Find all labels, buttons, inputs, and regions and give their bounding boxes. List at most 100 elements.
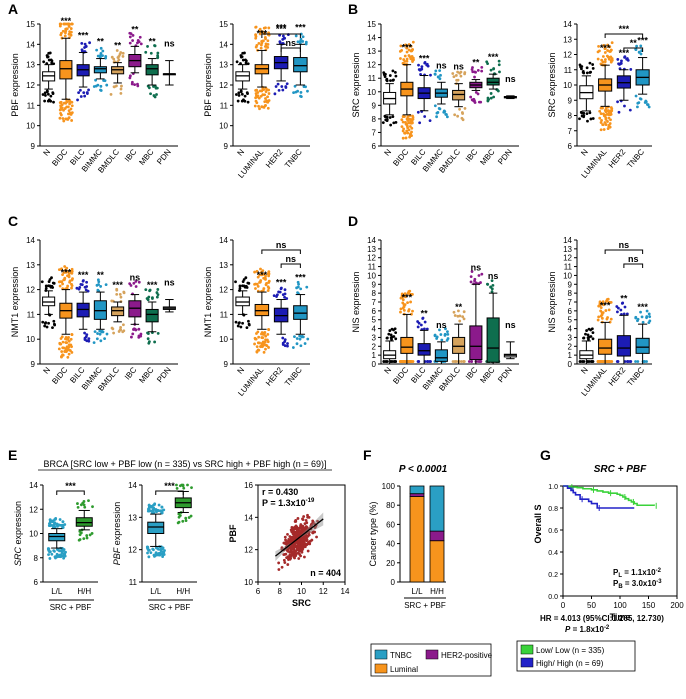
outlier-point	[259, 94, 263, 98]
outlier-point	[267, 31, 270, 35]
outlier-point	[591, 66, 595, 70]
outlier-point	[640, 315, 644, 319]
outlier-point	[489, 285, 493, 289]
km-plot-g: SRC + PBF 0 50 100 150 200 0.0 0.2 0.4 0.6 0.8 1.0 T…	[533, 464, 684, 622]
outlier-point	[602, 44, 606, 47]
p-logrank-exp: -2	[656, 568, 662, 574]
outlier-point	[628, 360, 632, 363]
outlier-point	[391, 69, 395, 73]
panel-label-G: G	[540, 447, 551, 463]
outlier-point	[267, 26, 271, 30]
outlier-point	[479, 100, 483, 104]
outlier-point	[60, 350, 64, 353]
x-tick-label: HER2	[264, 365, 285, 388]
outlier-point	[47, 280, 51, 283]
outlier-point	[257, 96, 261, 100]
outlier-point	[596, 57, 600, 61]
outlier-point	[400, 125, 404, 129]
outlier-point	[403, 60, 407, 63]
outlier-point	[648, 319, 652, 323]
significance-label: ***	[637, 36, 648, 46]
outlier-point	[260, 332, 263, 336]
scatter-point	[290, 536, 293, 540]
outlier-point	[599, 128, 603, 132]
outlier-point	[404, 136, 408, 140]
y-tick-label: 12	[219, 286, 228, 295]
outlier-point	[278, 41, 282, 45]
y-tick-label: 0.2	[548, 572, 558, 579]
outlier-point	[155, 295, 159, 299]
outlier-point	[51, 526, 55, 529]
outlier-point	[619, 61, 623, 65]
outlier-point	[266, 289, 270, 292]
outlier-point	[399, 307, 403, 311]
outlier-point	[599, 112, 603, 116]
outlier-point	[70, 345, 73, 349]
outlier-point	[588, 61, 592, 65]
outlier-point	[591, 117, 595, 120]
outlier-point	[255, 282, 259, 286]
scatter-point	[312, 530, 315, 534]
outlier-point	[77, 91, 81, 94]
outlier-point	[153, 502, 157, 506]
outlier-point	[151, 509, 155, 512]
outlier-point	[267, 328, 270, 331]
outlier-point	[146, 509, 150, 513]
outlier-point	[149, 51, 153, 55]
outlier-point	[411, 40, 415, 44]
outlier-point	[134, 280, 138, 283]
outlier-point	[460, 116, 464, 120]
y-tick-label: 15	[367, 20, 376, 29]
outlier-point	[78, 530, 82, 533]
outlier-point	[470, 270, 474, 273]
x-tick-label: N	[236, 147, 247, 157]
y-tick-label: 11	[564, 263, 573, 272]
bracket-label: **	[630, 38, 638, 48]
outlier-point	[423, 327, 426, 331]
outlier-point	[389, 360, 393, 363]
outlier-point	[619, 308, 623, 312]
outlier-point	[389, 333, 393, 337]
outlier-point	[634, 360, 637, 363]
outlier-point	[261, 272, 265, 276]
legend-label-low: Low/ Low (n = 335)	[536, 646, 605, 655]
y-tick-label: 11	[220, 310, 229, 319]
outlier-point	[294, 90, 298, 94]
outlier-point	[104, 283, 108, 287]
outlier-point	[147, 295, 151, 299]
outlier-point	[596, 318, 600, 322]
outlier-point	[76, 98, 79, 102]
outlier-point	[257, 348, 261, 352]
outlier-point	[261, 289, 265, 293]
outlier-point	[471, 70, 475, 74]
x-tick-label: HER2	[264, 147, 285, 170]
outlier-point	[267, 270, 271, 274]
outlier-point	[247, 323, 251, 327]
outlier-point	[283, 344, 287, 348]
y-tick-label: 12	[29, 505, 38, 514]
y-tick-label: 0.4	[548, 550, 558, 557]
outlier-point	[405, 57, 409, 61]
outlier-point	[586, 336, 590, 340]
outlier-point	[155, 86, 159, 90]
outlier-point	[628, 108, 632, 112]
outlier-point	[275, 293, 279, 297]
outlier-point	[419, 323, 423, 327]
outlier-point	[472, 97, 476, 101]
outlier-point	[394, 74, 398, 78]
y-tick-label: 2	[372, 342, 377, 351]
y-tick-label: 10	[563, 271, 572, 280]
significance-label: ***	[112, 280, 123, 290]
outlier-point	[639, 44, 643, 48]
outlier-point	[418, 121, 422, 125]
outlier-point	[292, 91, 295, 94]
outlier-point	[295, 337, 299, 340]
outlier-point	[438, 69, 442, 72]
outlier-point	[70, 286, 73, 290]
outlier-point	[588, 111, 592, 115]
outlier-point	[146, 551, 149, 555]
outlier-point	[237, 91, 241, 95]
outlier-point	[63, 107, 67, 110]
